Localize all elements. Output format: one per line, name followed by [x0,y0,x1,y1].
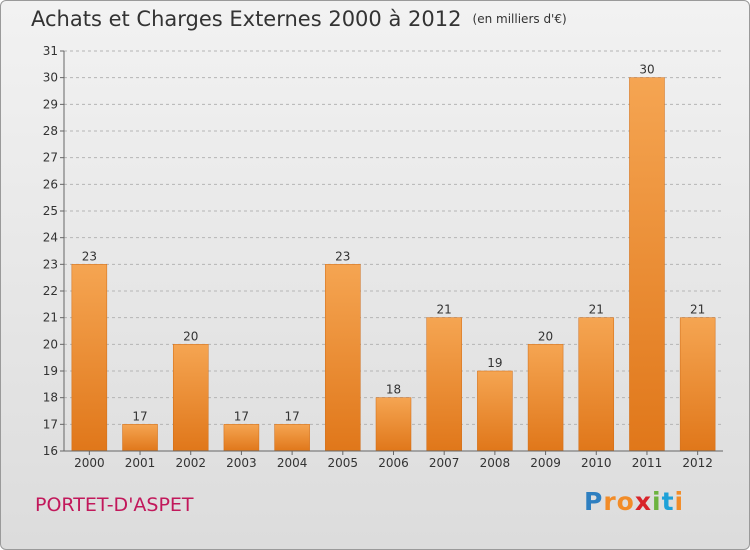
y-tick-label: 28 [43,124,58,138]
x-tick-label-2008: 2008 [480,456,511,470]
data-label-2006: 18 [386,383,401,397]
data-label-2005: 23 [335,249,350,263]
bar-2004 [274,424,310,452]
bar-2002 [172,344,209,452]
bar-2011 [629,77,665,452]
x-tick-label-2009: 2009 [530,456,561,470]
data-label-2010: 21 [589,303,604,317]
x-tick-label-2002: 2002 [175,456,206,470]
bar-2003 [223,424,260,452]
y-tick-label: 30 [43,71,58,85]
logo-letter: o [616,487,635,516]
x-tick-label-2004: 2004 [277,456,308,470]
proxiti-logo: Proxiti [584,487,684,516]
x-tick-label-2001: 2001 [125,456,156,470]
data-label-2007: 21 [437,303,452,317]
y-tick-label: 27 [43,151,58,165]
data-label-2000: 23 [82,249,97,263]
logo-letter: i [652,487,662,516]
x-tick-label-2007: 2007 [429,456,460,470]
x-tick-label-2011: 2011 [632,456,663,470]
logo-letter: t [661,487,675,516]
x-tick-label-2003: 2003 [226,456,257,470]
bar-2000 [71,264,108,452]
bar-2006 [375,397,412,452]
y-tick-label: 19 [43,364,58,378]
y-tick-label: 22 [43,284,58,298]
y-tick-label: 29 [43,97,58,111]
place-name: PORTET-D'ASPET [35,494,194,516]
x-tick-label-2010: 2010 [581,456,612,470]
y-tick-label: 25 [43,204,58,218]
y-tick-label: 17 [43,417,58,431]
x-tick-label-2006: 2006 [378,456,409,470]
data-label-2002: 20 [183,329,198,343]
bar-2005 [325,264,361,452]
data-label-2004: 17 [284,409,299,423]
bar-2001 [122,424,158,452]
title-text: Achats et Charges Externes 2000 à 2012 [31,7,462,31]
x-tick-label-2012: 2012 [682,456,713,470]
y-tick-label: 31 [43,44,58,58]
data-label-2003: 17 [234,409,249,423]
bar-2012 [679,317,716,452]
bar-2007 [426,317,462,452]
unit-text: (en milliers d'€) [472,12,567,26]
data-label-2011: 30 [639,63,654,77]
y-tick-label: 24 [43,231,58,245]
y-tick-label: 20 [43,337,58,351]
logo-letter: P [584,487,604,516]
chart-title: Achats et Charges Externes 2000 à 2012 (… [31,7,567,31]
data-label-2012: 21 [690,303,705,317]
y-tick-label: 26 [43,177,58,191]
data-label-2001: 17 [132,409,147,423]
bar-2010 [578,317,615,452]
logo-letter: r [603,487,617,516]
x-tick-label-2005: 2005 [328,456,359,470]
y-tick-label: 21 [43,311,58,325]
data-label-2009: 20 [538,329,553,343]
x-tick-label-2000: 2000 [74,456,105,470]
y-tick-label: 16 [43,444,58,458]
bar-2009 [527,344,564,452]
data-label-2008: 19 [487,356,502,370]
y-tick-label: 18 [43,391,58,405]
bar-2008 [477,370,513,452]
y-tick-label: 23 [43,257,58,271]
logo-letter: i [674,487,685,516]
logo-letter: x [634,487,652,516]
